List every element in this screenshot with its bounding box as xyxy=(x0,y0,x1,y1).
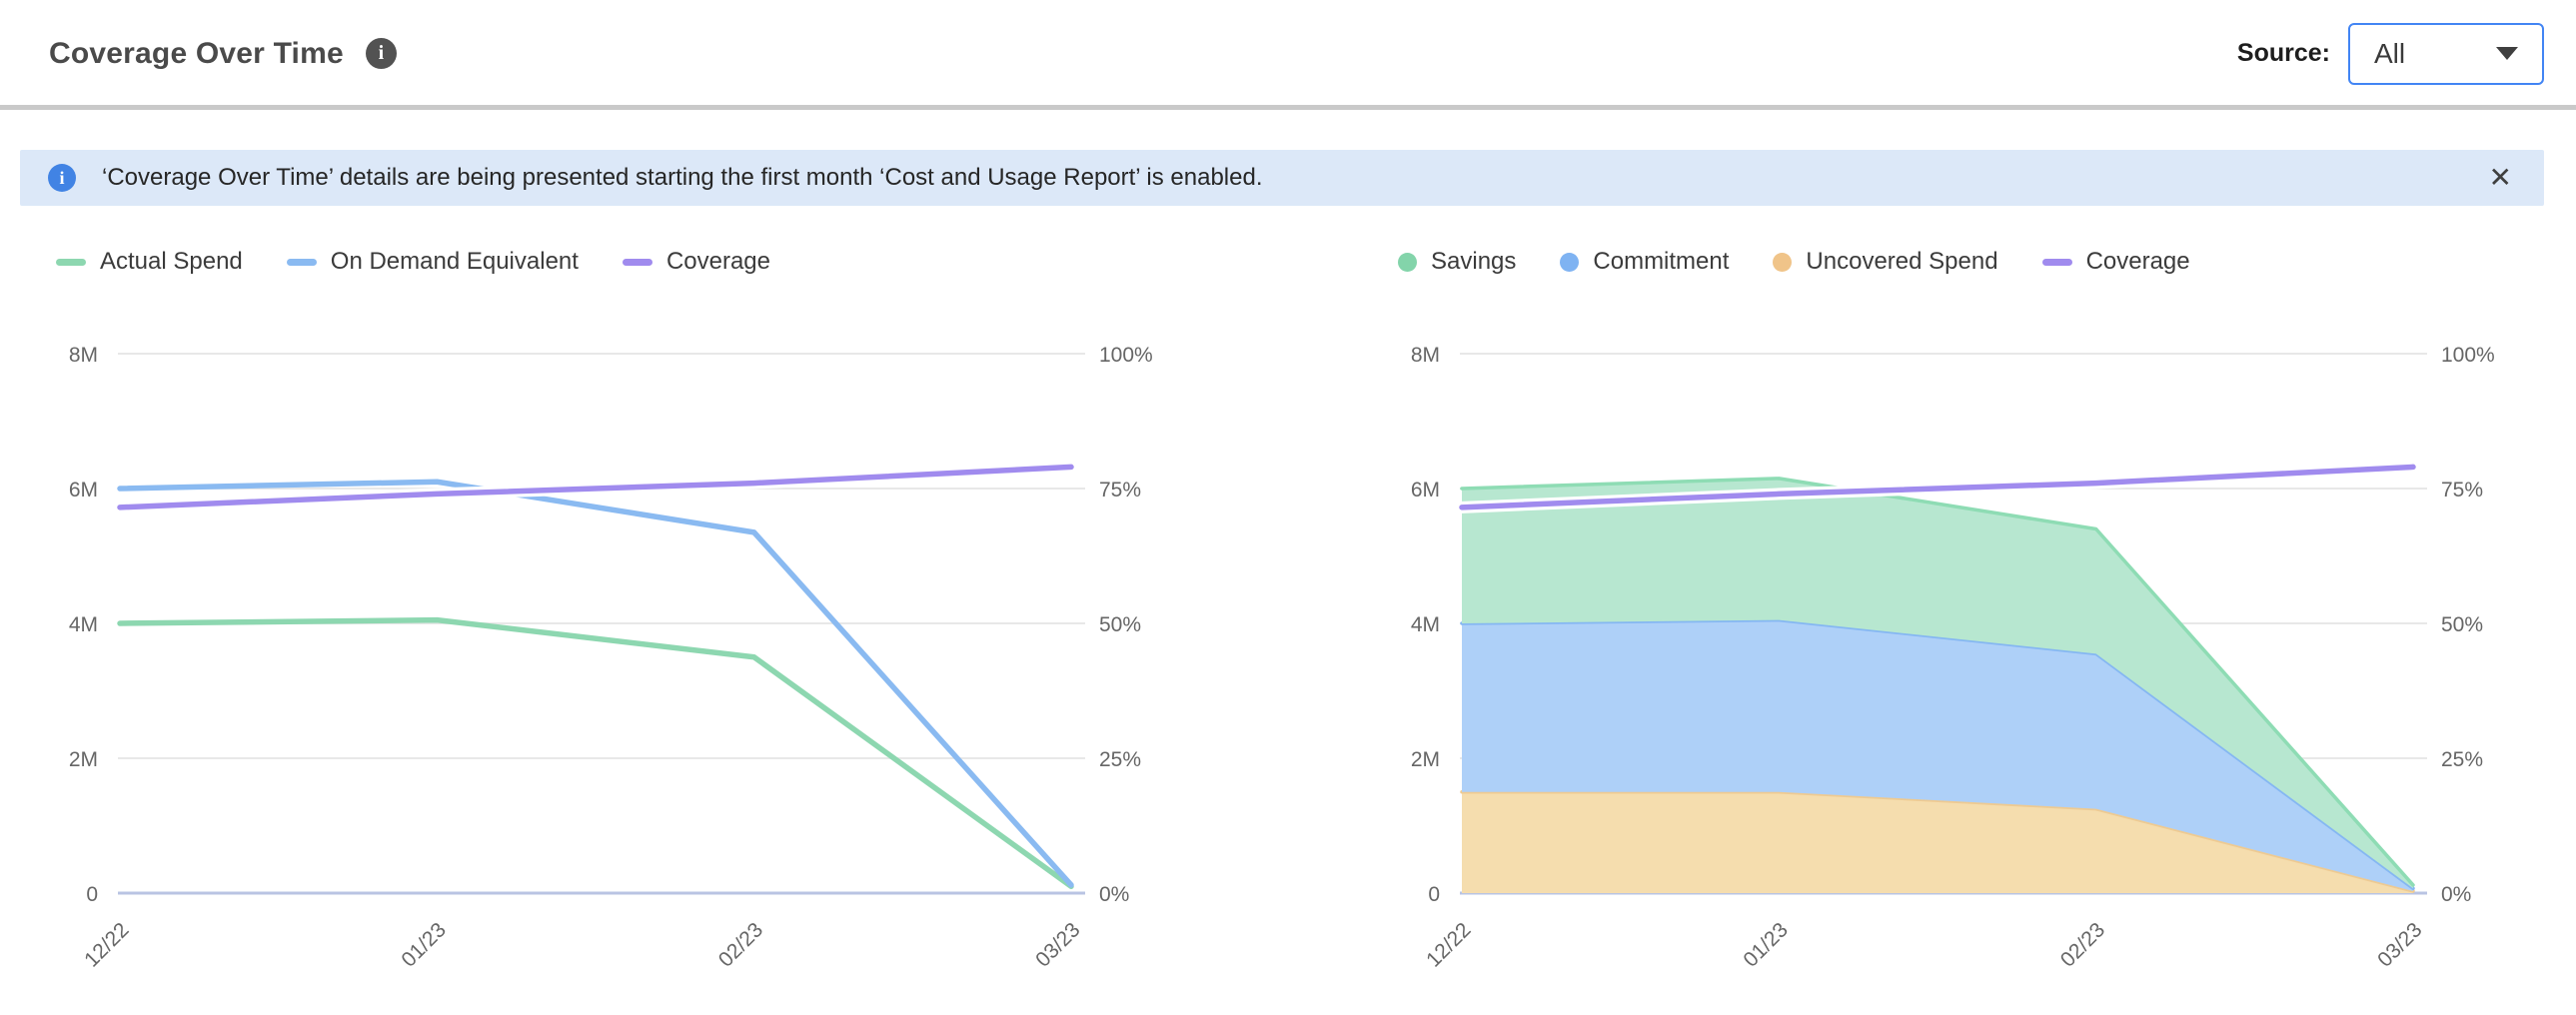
legend-label: Savings xyxy=(1431,248,1517,275)
charts-row: Actual Spend On Demand Equivalent Coverage… xyxy=(0,242,2576,1000)
y-axis-left-tick-label: 6M xyxy=(1411,479,1440,502)
legend-dot-icon xyxy=(1773,252,1793,272)
y-axis-left-tick-label: 8M xyxy=(1411,344,1440,367)
y-axis-right-tick-label: 50% xyxy=(1099,613,1141,636)
legend-item-coverage[interactable]: Coverage xyxy=(622,248,770,276)
legend-item-actual-spend[interactable]: Actual Spend xyxy=(56,248,243,276)
series-area-uncovered-spend xyxy=(1462,791,2413,893)
legend-item-uncovered-spend[interactable]: Uncovered Spend xyxy=(1773,248,1998,276)
legend-item-commitment[interactable]: Commitment xyxy=(1560,248,1729,276)
y-axis-right-tick-label: 75% xyxy=(2441,479,2483,502)
info-icon: i xyxy=(48,164,76,192)
legend-dash-icon xyxy=(286,258,317,266)
series-line-coverage xyxy=(1459,464,2416,510)
source-label: Source: xyxy=(2236,39,2330,67)
legend-label: Coverage xyxy=(2085,248,2190,275)
x-axis-tick-label: 12/22 xyxy=(1422,918,1475,971)
legend-item-coverage[interactable]: Coverage xyxy=(2041,248,2190,276)
y-axis-right-tick-label: 100% xyxy=(1099,344,1153,367)
legend-dash-icon xyxy=(56,258,86,266)
series-line-actual-spend xyxy=(117,616,1074,889)
source-dropdown[interactable]: All xyxy=(2348,22,2544,85)
legend-label: Uncovered Spend xyxy=(1806,248,1998,275)
y-axis-left-tick-label: 8M xyxy=(69,344,98,367)
legend-label: Actual Spend xyxy=(100,248,243,275)
y-axis-left-tick-label: 2M xyxy=(69,748,98,771)
banner-message: ‘Coverage Over Time’ details are being p… xyxy=(102,164,1263,191)
legend-dot-icon xyxy=(1398,252,1417,272)
legend-dot-icon xyxy=(1560,252,1580,272)
y-axis-right-tick-label: 0% xyxy=(1099,883,1129,906)
line-chart-legend: Actual Spend On Demand Equivalent Coverage xyxy=(56,242,1201,282)
legend-item-savings[interactable]: Savings xyxy=(1398,248,1516,276)
legend-label: On Demand Equivalent xyxy=(330,248,579,275)
line-chart-svg[interactable]: 0 0% 2M 25% 4M 50% 6M 75% 8M 100% 12/22 01/23 02/23 0… xyxy=(42,296,1201,995)
legend-label: Commitment xyxy=(1593,248,1730,275)
legend-item-on-demand-equivalent[interactable]: On Demand Equivalent xyxy=(286,248,579,276)
x-axis-tick-label: 02/23 xyxy=(2056,918,2109,971)
x-axis-tick-label: 02/23 xyxy=(714,918,767,971)
header-title-group: Coverage Over Time i xyxy=(49,37,397,71)
y-axis-left-tick-label: 6M xyxy=(69,479,98,502)
y-axis-right-tick-label: 50% xyxy=(2441,613,2483,636)
area-chart-svg[interactable]: 0 0% 2M 25% 4M 50% 6M 75% 8M 100% 12/22 01/23 02/23 0… xyxy=(1384,296,2543,995)
y-axis-right-tick-label: 25% xyxy=(2441,748,2483,771)
source-dropdown-value: All xyxy=(2374,37,2406,69)
legend-dash-icon xyxy=(622,258,652,266)
y-axis-right-tick-label: 75% xyxy=(1099,479,1141,502)
y-axis-left-tick-label: 0 xyxy=(1428,883,1440,906)
info-icon[interactable]: i xyxy=(365,38,397,69)
y-axis-right-tick-label: 100% xyxy=(2441,344,2495,367)
series-line-coverage xyxy=(117,464,1074,510)
page-title: Coverage Over Time xyxy=(49,36,344,70)
area-chart-legend: Savings Commitment Uncovered Spend Coverage xyxy=(1398,242,2543,282)
x-axis-tick-label: 01/23 xyxy=(397,918,450,971)
x-axis-tick-label: 03/23 xyxy=(2373,918,2426,971)
spend-line-chart-panel: Actual Spend On Demand Equivalent Coverage… xyxy=(42,242,1201,1000)
y-axis-right-tick-label: 25% xyxy=(1099,748,1141,771)
y-axis-left-tick-label: 4M xyxy=(69,613,98,636)
chevron-down-icon xyxy=(2496,47,2518,60)
header: Coverage Over Time i Source: All xyxy=(0,0,2576,110)
legend-dash-icon xyxy=(2041,258,2072,266)
y-axis-left-tick-label: 4M xyxy=(1411,613,1440,636)
x-axis-tick-label: 03/23 xyxy=(1031,918,1084,971)
x-axis-tick-label: 12/22 xyxy=(80,918,133,971)
series-area-savings xyxy=(1462,478,2413,889)
x-axis-tick-label: 01/23 xyxy=(1739,918,1792,971)
series-area-edge-savings xyxy=(1460,477,2415,887)
coverage-area-chart-panel: Savings Commitment Uncovered Spend Coverage… xyxy=(1384,242,2543,1000)
series-area-commitment xyxy=(1462,619,2413,891)
close-icon[interactable]: ✕ xyxy=(2488,162,2512,193)
y-axis-right-tick-label: 0% xyxy=(2441,883,2471,906)
source-filter-group: Source: All xyxy=(2236,22,2544,85)
series-line-on-demand-equivalent xyxy=(117,479,1074,888)
info-banner: i ‘Coverage Over Time’ details are being… xyxy=(20,150,2544,206)
legend-label: Coverage xyxy=(665,248,770,275)
y-axis-left-tick-label: 2M xyxy=(1411,748,1440,771)
y-axis-left-tick-label: 0 xyxy=(86,883,98,906)
